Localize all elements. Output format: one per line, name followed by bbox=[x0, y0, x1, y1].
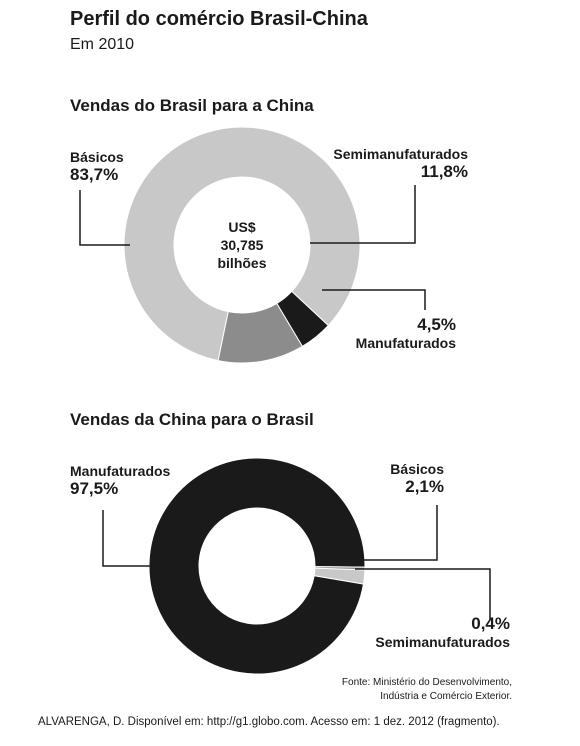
chart-1-slice-básicos bbox=[123, 126, 361, 362]
chart-2-slice-manufaturados bbox=[148, 457, 366, 675]
chart-2-label-semi: 0,4% Semimanufaturados bbox=[330, 615, 510, 651]
page-subtitle: Em 2010 bbox=[70, 36, 135, 53]
chart-1-center-unit: bilhões bbox=[217, 255, 267, 271]
chart-2-manuf-name: Manufaturados bbox=[70, 463, 171, 479]
chart-1-basicos-name: Básicos bbox=[70, 149, 124, 165]
chart-2-center: US$ 25,593 bilhões bbox=[207, 538, 307, 592]
chart-2-center-unit: bilhões bbox=[232, 575, 282, 591]
chart-2-basicos-name: Básicos bbox=[390, 461, 444, 477]
chart-2-label-basicos: Básicos 2,1% bbox=[360, 460, 444, 496]
donut-chart-2 bbox=[148, 457, 366, 675]
chart-2-manuf-pct: 97,5% bbox=[70, 479, 119, 498]
chart-2-label-manuf: Manufaturados 97,5% bbox=[70, 462, 170, 498]
chart-1-label-manuf: 4,5% Manufaturados bbox=[320, 316, 456, 352]
source-note: Fonte: Ministério do Desenvolvimento, In… bbox=[342, 676, 512, 704]
chart-2-title: Vendas da China para o Brasil bbox=[70, 410, 314, 429]
chart-2-semi-name: Semimanufaturados bbox=[375, 634, 510, 650]
leader-line-manuf-1 bbox=[322, 289, 426, 310]
chart-1-center-value: 30,785 bbox=[220, 237, 264, 253]
chart-1-center-currency: US$ bbox=[228, 219, 256, 235]
chart-1-center: US$ 30,785 bilhões bbox=[192, 218, 292, 272]
chart-1-label-semi: Semimanufaturados 11,8% bbox=[300, 145, 468, 181]
chart-2-center-value: 25,593 bbox=[235, 557, 279, 573]
chart-1-manuf-pct: 4,5% bbox=[417, 315, 456, 334]
chart-2-semi-pct: 0,4% bbox=[471, 614, 510, 633]
page-title: Perfil do comércio Brasil-China bbox=[70, 8, 368, 30]
chart-1-title: Vendas do Brasil para a China bbox=[70, 96, 314, 115]
leader-line-manuf-2 bbox=[102, 510, 155, 567]
chart-2-basicos-pct: 2,1% bbox=[405, 477, 444, 496]
chart-1-manuf-name: Manufaturados bbox=[355, 335, 456, 351]
leader-line-semi-1 bbox=[310, 185, 416, 244]
leader-line-basicos-1 bbox=[79, 190, 130, 246]
source-line-1: Fonte: Ministério do Desenvolvimento, bbox=[341, 677, 512, 688]
donut-chart-1 bbox=[123, 126, 361, 364]
chart-1-slice-manufaturados bbox=[276, 290, 330, 348]
source-line-2: Indústria e Comércio Exterior. bbox=[380, 691, 512, 702]
credit-line: ALVARENGA, D. Disponível em: http://g1.g… bbox=[38, 716, 500, 728]
chart-1-semi-pct: 11,8% bbox=[420, 162, 468, 181]
leader-lines bbox=[79, 185, 491, 620]
leader-line-semi-2 bbox=[355, 568, 491, 620]
chart-2-center-currency: US$ bbox=[243, 539, 271, 555]
chart-1-label-basicos: Básicos 83,7% bbox=[70, 148, 124, 184]
leader-line-basicos-2 bbox=[355, 505, 438, 561]
chart-1-semi-name: Semimanufaturados bbox=[333, 146, 468, 162]
chart-1-basicos-pct: 83,7% bbox=[70, 165, 119, 184]
